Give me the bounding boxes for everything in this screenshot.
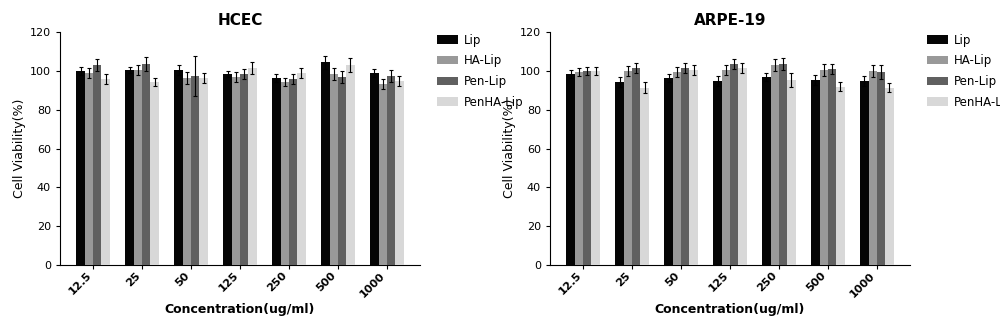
Bar <box>566 74 575 265</box>
Bar <box>787 80 796 265</box>
Bar <box>272 78 281 265</box>
Bar <box>689 70 698 265</box>
X-axis label: Concentration(ug/ml): Concentration(ug/ml) <box>655 303 805 316</box>
Bar <box>811 80 820 265</box>
Bar <box>321 62 330 265</box>
Bar <box>575 72 583 265</box>
Bar <box>762 77 771 265</box>
Bar <box>583 71 591 265</box>
Bar <box>820 70 828 265</box>
Bar <box>134 70 142 265</box>
Bar <box>885 88 894 265</box>
Bar <box>223 74 232 265</box>
Bar <box>387 76 395 265</box>
Bar <box>379 84 387 265</box>
Bar <box>370 73 379 265</box>
Bar <box>93 65 101 265</box>
Bar <box>779 64 787 265</box>
Bar <box>289 79 297 265</box>
Bar <box>860 81 869 265</box>
Bar <box>713 81 722 265</box>
Legend: Lip, HA-Lip, Pen-Lip, PenHA-Lip: Lip, HA-Lip, Pen-Lip, PenHA-Lip <box>927 34 1000 109</box>
Bar <box>632 68 640 265</box>
Bar <box>681 68 689 265</box>
Bar <box>297 73 306 265</box>
Bar <box>183 78 191 265</box>
Bar <box>338 77 346 265</box>
Bar <box>673 72 681 265</box>
Bar <box>615 82 624 265</box>
Bar <box>877 72 885 265</box>
Bar <box>142 64 150 265</box>
Title: ARPE-19: ARPE-19 <box>694 13 766 28</box>
Bar <box>85 73 93 265</box>
Y-axis label: Cell Viability(%): Cell Viability(%) <box>503 99 516 198</box>
Y-axis label: Cell Viability(%): Cell Viability(%) <box>13 99 26 198</box>
Bar <box>624 71 632 265</box>
Bar <box>150 82 159 265</box>
Bar <box>591 71 600 265</box>
Bar <box>738 68 747 265</box>
Bar <box>730 64 738 265</box>
Bar <box>174 70 183 265</box>
Bar <box>240 74 248 265</box>
X-axis label: Concentration(ug/ml): Concentration(ug/ml) <box>165 303 315 316</box>
Bar <box>248 68 257 265</box>
Bar <box>640 88 649 265</box>
Bar <box>101 79 110 265</box>
Bar <box>199 78 208 265</box>
Bar <box>664 78 673 265</box>
Bar <box>330 74 338 265</box>
Bar <box>395 81 404 265</box>
Bar <box>346 65 355 265</box>
Bar <box>836 87 845 265</box>
Bar <box>281 82 289 265</box>
Bar <box>869 71 877 265</box>
Bar <box>125 70 134 265</box>
Bar <box>191 76 199 265</box>
Bar <box>232 77 240 265</box>
Bar <box>828 69 836 265</box>
Title: HCEC: HCEC <box>217 13 263 28</box>
Bar <box>76 71 85 265</box>
Bar <box>722 70 730 265</box>
Legend: Lip, HA-Lip, Pen-Lip, PenHA-Lip: Lip, HA-Lip, Pen-Lip, PenHA-Lip <box>437 34 523 109</box>
Bar <box>771 65 779 265</box>
